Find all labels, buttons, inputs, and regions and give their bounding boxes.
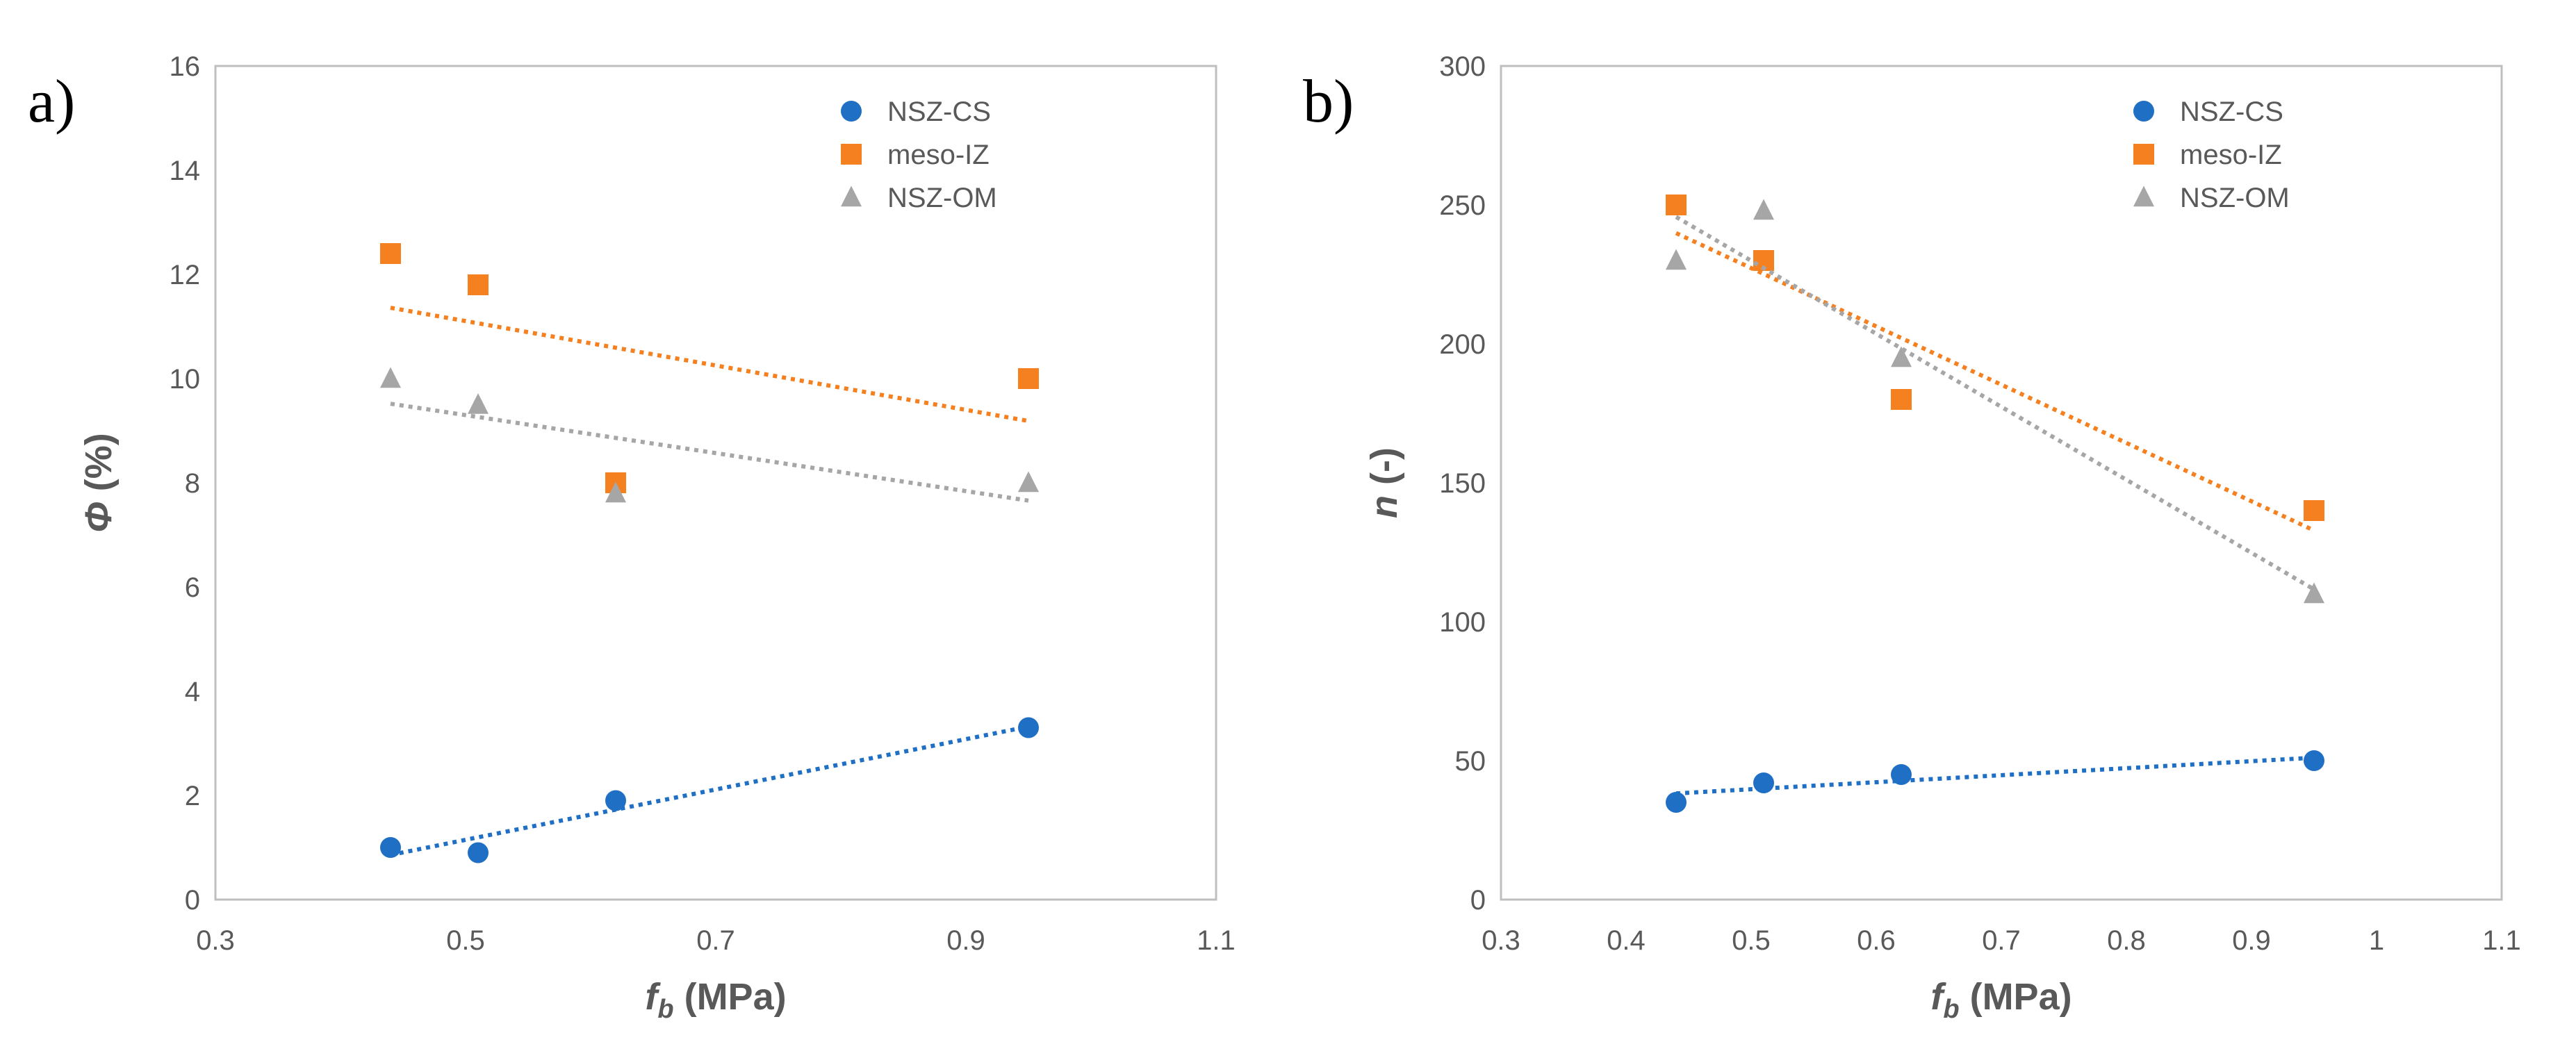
- y-tick-label: 10: [170, 364, 201, 395]
- point-nsz-om: [468, 393, 489, 414]
- x-tick-label: 1: [2369, 925, 2384, 956]
- y-tick-label: 16: [170, 51, 201, 82]
- point-nsz-cs: [468, 842, 489, 863]
- point-nsz-cs: [1018, 717, 1039, 738]
- y-tick-label: 6: [185, 572, 200, 603]
- plot-area: [214, 65, 1217, 901]
- point-nsz-om: [1891, 346, 1912, 367]
- x-tick-label: 0.5: [446, 925, 485, 956]
- chart-panel-b: b) 0.3 0.4 0.5 0.6 0.7 0.8 0.9 1 1.1 0 50 100 150 200 2…: [1303, 51, 2521, 1024]
- y-tick-label: 250: [1439, 190, 1486, 221]
- x-tick-label: 0.7: [696, 925, 735, 956]
- x-tick-label: 0.6: [1857, 925, 1896, 956]
- legend-label-meso-iz: meso-IZ: [887, 140, 990, 170]
- y-tick-label: 2: [185, 781, 200, 811]
- legend-marker-nsz-om: [2133, 185, 2154, 207]
- legend-label-nsz-cs: NSZ-CS: [887, 97, 991, 127]
- point-nsz-cs: [605, 790, 626, 811]
- legend-label-nsz-cs: NSZ-CS: [2180, 97, 2283, 127]
- y-tick-label: 0: [185, 885, 200, 916]
- legend-label-nsz-om: NSZ-OM: [2180, 183, 2290, 213]
- y-tick-label: 100: [1439, 607, 1486, 638]
- y-tick-label: 8: [185, 468, 200, 499]
- y-tick-label: 14: [170, 156, 201, 186]
- y-axis-title-symbol: Φ: [78, 502, 120, 532]
- trendline-meso-iz: [1675, 231, 2315, 533]
- legend-marker-nsz-om: [841, 185, 862, 207]
- y-axis-title: n (-): [1363, 447, 1405, 518]
- point-nsz-om: [605, 481, 626, 503]
- point-nsz-om: [1666, 249, 1687, 270]
- point-meso-iz: [1018, 368, 1039, 389]
- point-nsz-om: [2304, 582, 2324, 604]
- y-tick-label: 50: [1455, 746, 1486, 777]
- point-nsz-om: [1018, 471, 1039, 493]
- y-tick-label: 4: [185, 677, 200, 707]
- x-tick-label: 0.7: [1982, 925, 2021, 956]
- trendline-meso-iz: [390, 306, 1029, 423]
- y-tick-label: 150: [1439, 468, 1486, 499]
- x-axis-title: fb (MPa): [645, 976, 786, 1024]
- trendline-nsz-om: [390, 402, 1029, 503]
- point-meso-iz: [380, 243, 401, 264]
- point-meso-iz: [1891, 389, 1912, 410]
- point-nsz-om: [1753, 199, 1774, 220]
- x-axis-title-subscript: b: [1943, 995, 1959, 1024]
- trendline-nsz-cs: [1675, 755, 2315, 796]
- x-tick-label: 0.3: [1482, 925, 1520, 956]
- y-axis-title: Φ (%): [78, 433, 120, 532]
- legend-marker-nsz-cs: [2133, 101, 2154, 122]
- y-tick-label: 300: [1439, 51, 1486, 82]
- point-nsz-cs: [1666, 792, 1687, 813]
- x-tick-label: 0.3: [196, 925, 235, 956]
- y-tick-label: 200: [1439, 329, 1486, 360]
- point-meso-iz: [2304, 500, 2324, 521]
- point-nsz-cs: [1891, 764, 1912, 785]
- point-nsz-cs: [380, 837, 401, 858]
- plot-area: [1500, 65, 2503, 901]
- x-axis-title-unit: (MPa): [674, 976, 787, 1018]
- x-axis-title-symbol: f: [645, 976, 661, 1018]
- x-tick-label: 0.4: [1607, 925, 1646, 956]
- y-axis-title-unit: (%): [78, 433, 120, 502]
- trendline-nsz-om: [1675, 215, 2315, 591]
- x-axis-title-subscript: b: [657, 995, 673, 1024]
- y-tick-label: 12: [170, 260, 201, 290]
- x-tick-label: 0.5: [1732, 925, 1771, 956]
- y-axis-title-symbol: n: [1363, 495, 1405, 518]
- y-tick-label: 0: [1470, 885, 1486, 916]
- x-axis-title-symbol: f: [1930, 976, 1946, 1018]
- x-tick-label: 1.1: [2482, 925, 2521, 956]
- point-nsz-cs: [2304, 750, 2324, 771]
- point-nsz-cs: [1753, 772, 1774, 793]
- x-tick-label: 0.8: [2107, 925, 2146, 956]
- point-meso-iz: [468, 274, 489, 295]
- x-axis-title: fb (MPa): [1930, 976, 2072, 1024]
- legend-marker-meso-iz: [841, 144, 862, 165]
- legend-marker-nsz-cs: [841, 101, 862, 122]
- y-axis-title-unit: (-): [1363, 447, 1405, 495]
- x-tick-label: 0.9: [946, 925, 985, 956]
- x-tick-label: 1.1: [1197, 925, 1236, 956]
- legend-label-meso-iz: meso-IZ: [2180, 140, 2282, 170]
- x-axis-title-unit: (MPa): [1960, 976, 2072, 1018]
- point-nsz-om: [380, 367, 401, 388]
- trendline-nsz-cs: [390, 725, 1029, 857]
- panel-label: a): [28, 68, 75, 135]
- legend-marker-meso-iz: [2133, 144, 2154, 165]
- chart-panel-a: a) 0.3 0.5 0.7 0.9 1.1 0 2 4 6 8 10 12 14 16 fb (MPa) Φ …: [28, 51, 1236, 1024]
- x-tick-label: 0.9: [2232, 925, 2271, 956]
- legend-label-nsz-om: NSZ-OM: [887, 183, 997, 213]
- panel-label: b): [1303, 68, 1354, 135]
- point-meso-iz: [1666, 195, 1687, 215]
